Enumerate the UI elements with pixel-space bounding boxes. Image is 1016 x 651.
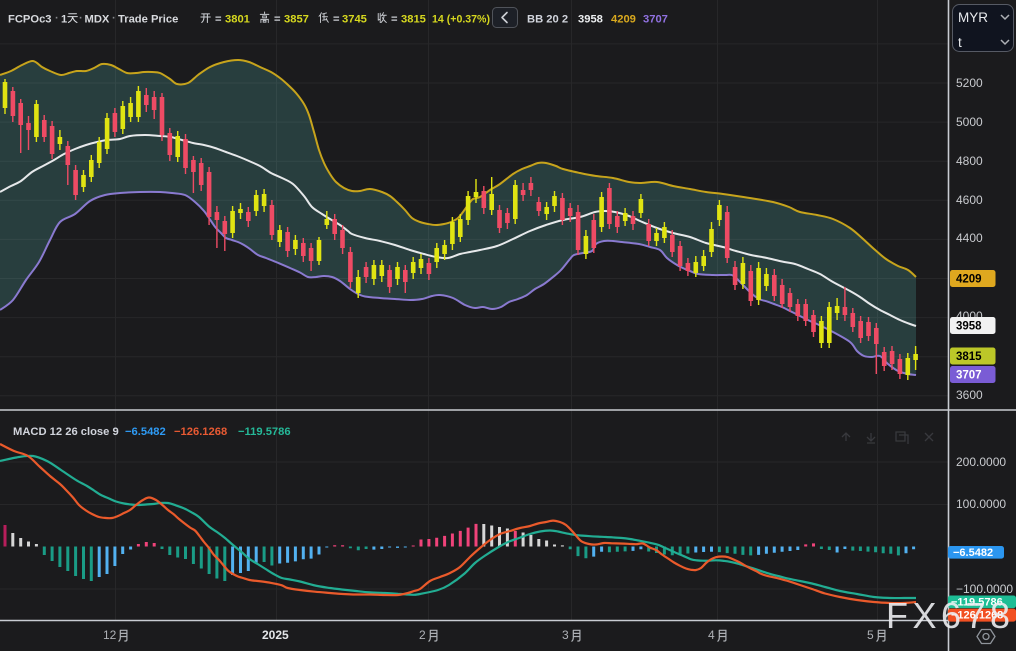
svg-text:3: 3 <box>562 628 569 642</box>
svg-text:3707: 3707 <box>956 370 982 382</box>
svg-text:−6.5482: −6.5482 <box>953 547 993 559</box>
svg-text:FCPOc3: FCPOc3 <box>8 14 52 26</box>
svg-text:−126.1268: −126.1268 <box>951 610 1003 622</box>
svg-text:3600: 3600 <box>956 388 983 402</box>
svg-text:BB 20 2: BB 20 2 <box>527 14 568 26</box>
svg-text:−119.5786: −119.5786 <box>951 596 1003 608</box>
svg-text:MDX: MDX <box>85 14 110 26</box>
svg-text:=: = <box>391 14 398 26</box>
svg-text:3857: 3857 <box>284 14 309 26</box>
svg-text:·: · <box>112 13 116 25</box>
svg-text:MACD 12 26 close 9: MACD 12 26 close 9 <box>13 426 119 438</box>
svg-text:3958: 3958 <box>578 14 603 26</box>
svg-text:4209: 4209 <box>611 14 636 26</box>
svg-text:Trade Price: Trade Price <box>118 14 178 26</box>
svg-text:2: 2 <box>419 628 426 642</box>
svg-text:·: · <box>55 13 59 25</box>
svg-text:14 (+0.37%): 14 (+0.37%) <box>432 14 490 26</box>
svg-text:=: = <box>215 14 222 26</box>
svg-text:4: 4 <box>708 628 715 642</box>
svg-text:=: = <box>333 14 340 26</box>
svg-text:FX678: FX678 <box>886 595 1015 636</box>
svg-text:200.0000: 200.0000 <box>956 455 1006 469</box>
svg-text:100.0000: 100.0000 <box>956 497 1006 511</box>
svg-text:4209: 4209 <box>956 274 982 286</box>
svg-text:3801: 3801 <box>225 14 250 26</box>
svg-text:2025: 2025 <box>262 628 289 642</box>
svg-text:1: 1 <box>61 14 67 26</box>
svg-text:4600: 4600 <box>956 193 983 207</box>
svg-text:3815: 3815 <box>401 14 426 26</box>
svg-text:−119.5786: −119.5786 <box>238 426 291 438</box>
svg-text:−6.5482: −6.5482 <box>125 426 166 438</box>
svg-text:3707: 3707 <box>643 14 668 26</box>
svg-text:5: 5 <box>867 628 874 642</box>
svg-text:·: · <box>79 13 83 25</box>
svg-text:5000: 5000 <box>956 115 983 129</box>
svg-text:=: = <box>274 14 281 26</box>
svg-text:−100.0000: −100.0000 <box>956 582 1013 596</box>
svg-text:3958: 3958 <box>956 321 982 333</box>
svg-text:4800: 4800 <box>956 154 983 168</box>
svg-text:3745: 3745 <box>342 14 367 26</box>
svg-text:4400: 4400 <box>956 231 983 245</box>
svg-text:12: 12 <box>103 628 117 642</box>
svg-text:t: t <box>958 35 962 50</box>
svg-text:MYR: MYR <box>958 10 988 25</box>
svg-text:3815: 3815 <box>956 351 982 363</box>
svg-text:−126.1268: −126.1268 <box>174 426 227 438</box>
svg-text:5200: 5200 <box>956 76 983 90</box>
